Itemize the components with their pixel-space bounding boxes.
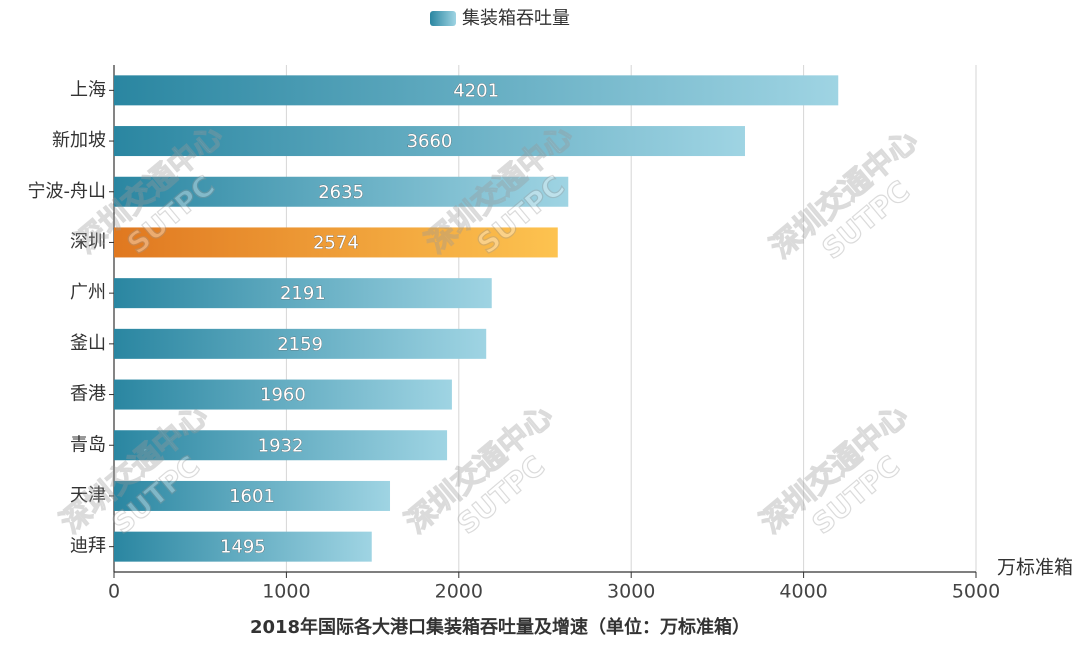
data-label: 1932: [258, 435, 304, 456]
x-tick-label: 4000: [779, 581, 827, 603]
y-tick-label: 天津: [70, 485, 106, 506]
x-axis-label: 万标准箱: [997, 557, 1073, 579]
y-tick-label: 青岛: [70, 434, 106, 455]
y-tick-label: 香港: [70, 384, 106, 405]
y-tick-label: 迪拜: [70, 536, 106, 557]
y-tick-label: 新加坡: [52, 130, 106, 151]
y-tick-label: 深圳: [70, 231, 106, 252]
chart-title: 2018年国际各大港口集装箱吞吐量及增速（单位：万标准箱）: [250, 616, 750, 638]
bar: [114, 531, 372, 562]
data-label: 2635: [318, 182, 364, 203]
data-label: 2159: [277, 334, 323, 355]
x-tick-label: 3000: [607, 581, 655, 603]
bar: [114, 126, 745, 157]
bar: [114, 430, 448, 461]
bar: [114, 227, 558, 258]
x-tick-label: 2000: [435, 581, 483, 603]
data-label: 1601: [229, 486, 275, 507]
x-tick-label: 5000: [952, 581, 1000, 603]
x-tick-label: 0: [108, 581, 120, 603]
legend-swatch: [430, 11, 456, 26]
data-label: 2574: [313, 232, 359, 253]
y-tick-label: 宁波-舟山: [28, 181, 107, 202]
bar: [114, 278, 492, 309]
bar: [114, 75, 839, 106]
bar: [114, 328, 487, 359]
data-label: 3660: [407, 131, 453, 152]
x-tick-label: 1000: [262, 581, 310, 603]
data-label: 1960: [260, 385, 306, 406]
y-tick-label: 釜山: [70, 333, 106, 354]
bar: [114, 480, 391, 511]
legend: 集装箱吞吐量: [430, 8, 570, 29]
data-label: 2191: [280, 283, 326, 304]
bar: [114, 379, 452, 410]
y-tick-label: 广州: [70, 282, 106, 303]
legend-label: 集装箱吞吐量: [462, 8, 570, 29]
data-label: 4201: [453, 80, 499, 101]
bar: [114, 176, 569, 207]
data-label: 1495: [220, 537, 266, 558]
y-tick-label: 上海: [70, 79, 106, 100]
